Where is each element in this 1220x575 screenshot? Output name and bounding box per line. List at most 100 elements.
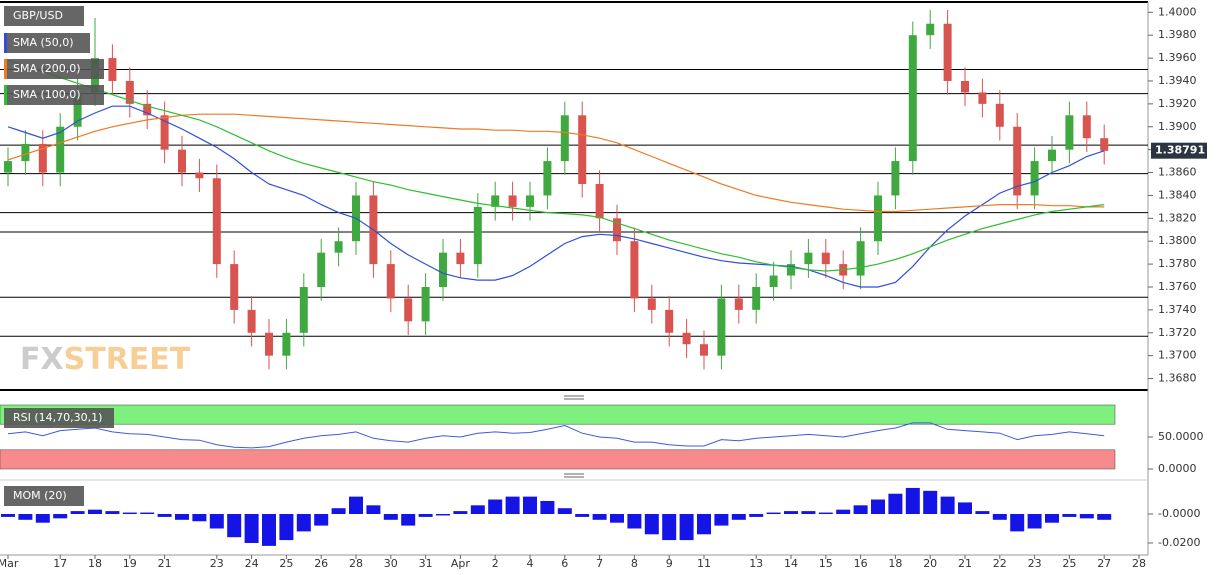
resize-handle[interactable]	[564, 395, 584, 400]
candle-body	[578, 115, 587, 184]
mom-bar	[992, 514, 1007, 520]
mom-bar	[575, 514, 590, 517]
candle-body	[595, 183, 604, 219]
sma-line	[7, 59, 1105, 272]
x-tick-label: 26	[314, 557, 328, 570]
mom-bar	[557, 508, 572, 515]
candle-body	[1065, 115, 1074, 150]
mom-bar	[53, 514, 68, 519]
x-tick-label: 23	[1028, 557, 1042, 570]
y-tick-label: -0.0200	[1158, 536, 1200, 549]
mom-bar	[714, 514, 729, 526]
mom-bar	[227, 514, 242, 538]
x-tick-label: 11	[697, 557, 711, 570]
mom-bar	[331, 508, 346, 515]
legend-label: MOM (20)	[13, 489, 67, 502]
mom-bar	[627, 514, 642, 529]
rsi-line	[7, 422, 1105, 449]
mom-bar	[122, 512, 137, 515]
candle-body	[491, 195, 500, 207]
legend-box	[4, 59, 104, 79]
mom-bar	[279, 514, 294, 541]
mom-bar	[1079, 514, 1094, 519]
mom-bar	[662, 514, 677, 541]
mom-bar	[175, 514, 189, 520]
candle-body	[995, 103, 1004, 127]
candle-body	[456, 252, 465, 265]
candle-body	[752, 286, 761, 310]
candle-body	[874, 195, 882, 242]
x-tick-label: 18	[888, 557, 902, 570]
legend-label: SMA (100,0)	[13, 88, 81, 101]
rsi-band	[0, 449, 1116, 470]
candle-body	[386, 264, 395, 299]
candle-body	[630, 241, 639, 299]
mom-bar	[923, 490, 938, 515]
mom-bar	[436, 514, 450, 516]
mom-bar	[383, 514, 398, 520]
y-tick-label: 1.3820	[1158, 211, 1197, 224]
candle-body	[787, 264, 795, 276]
candle-body	[943, 23, 952, 81]
mom-bar	[505, 496, 520, 515]
mom-bar	[192, 514, 207, 522]
candle-body	[908, 35, 917, 162]
legend-swatch	[4, 85, 7, 105]
mom-bar	[209, 514, 224, 529]
mom-bar	[1010, 514, 1025, 532]
mom-bar	[766, 512, 781, 515]
mom-bar	[366, 505, 381, 515]
candle-body	[700, 344, 708, 356]
mom-bar	[35, 514, 50, 523]
mom-bar	[523, 496, 537, 515]
candle-body	[543, 161, 552, 196]
candle-body	[717, 298, 726, 356]
sma-line	[7, 113, 1105, 213]
candle-body	[926, 23, 935, 36]
watermark: FXSTREET	[20, 342, 191, 377]
x-tick-label: 9	[666, 557, 673, 570]
price-panel: FXSTREET	[0, 1, 1149, 555]
x-tick-label: 30	[384, 557, 398, 570]
mom-bar	[488, 499, 503, 515]
mom-bar	[784, 511, 798, 515]
x-tick-label: 21	[958, 557, 972, 570]
x-tick-label: 13	[749, 557, 763, 570]
mom-bar	[818, 512, 833, 515]
candle-body	[1013, 126, 1022, 196]
x-tick-label: 14	[784, 557, 798, 570]
candle-body	[821, 252, 830, 265]
candle-body	[647, 298, 656, 310]
x-tick-label: 22	[993, 557, 1007, 570]
mom-bar	[592, 514, 607, 520]
resize-handle[interactable]	[564, 473, 584, 478]
candle-body	[247, 309, 256, 333]
x-tick-label: 23	[210, 557, 224, 570]
x-tick-label: 17	[53, 557, 67, 570]
mom-bar	[1062, 514, 1077, 517]
candle-body	[404, 298, 413, 322]
candle-body	[108, 58, 117, 81]
candle-body	[73, 92, 82, 127]
legend-label: GBP/USD	[13, 9, 63, 22]
legend-box	[4, 6, 84, 26]
y-tick-label: 1.3800	[1158, 234, 1197, 247]
x-tick-label: 28	[1132, 557, 1146, 570]
y-tick-label: -0.0000	[1158, 507, 1200, 520]
legend-box	[4, 33, 90, 53]
x-tick-label: 28	[349, 557, 363, 570]
legend-box	[4, 486, 84, 506]
candle-body	[21, 143, 30, 162]
legend-swatch	[4, 59, 7, 79]
x-tick-label: 18	[88, 557, 102, 570]
mom-bar	[644, 514, 659, 535]
legend-label: SMA (50,0)	[13, 36, 74, 49]
candle-body	[961, 80, 969, 93]
candle-body	[439, 252, 447, 287]
mom-bar	[610, 514, 624, 523]
legend-label: SMA (200,0)	[13, 62, 81, 75]
candle-body	[804, 252, 813, 265]
x-tick-label: 15	[819, 557, 833, 570]
mom-bar	[888, 493, 903, 515]
